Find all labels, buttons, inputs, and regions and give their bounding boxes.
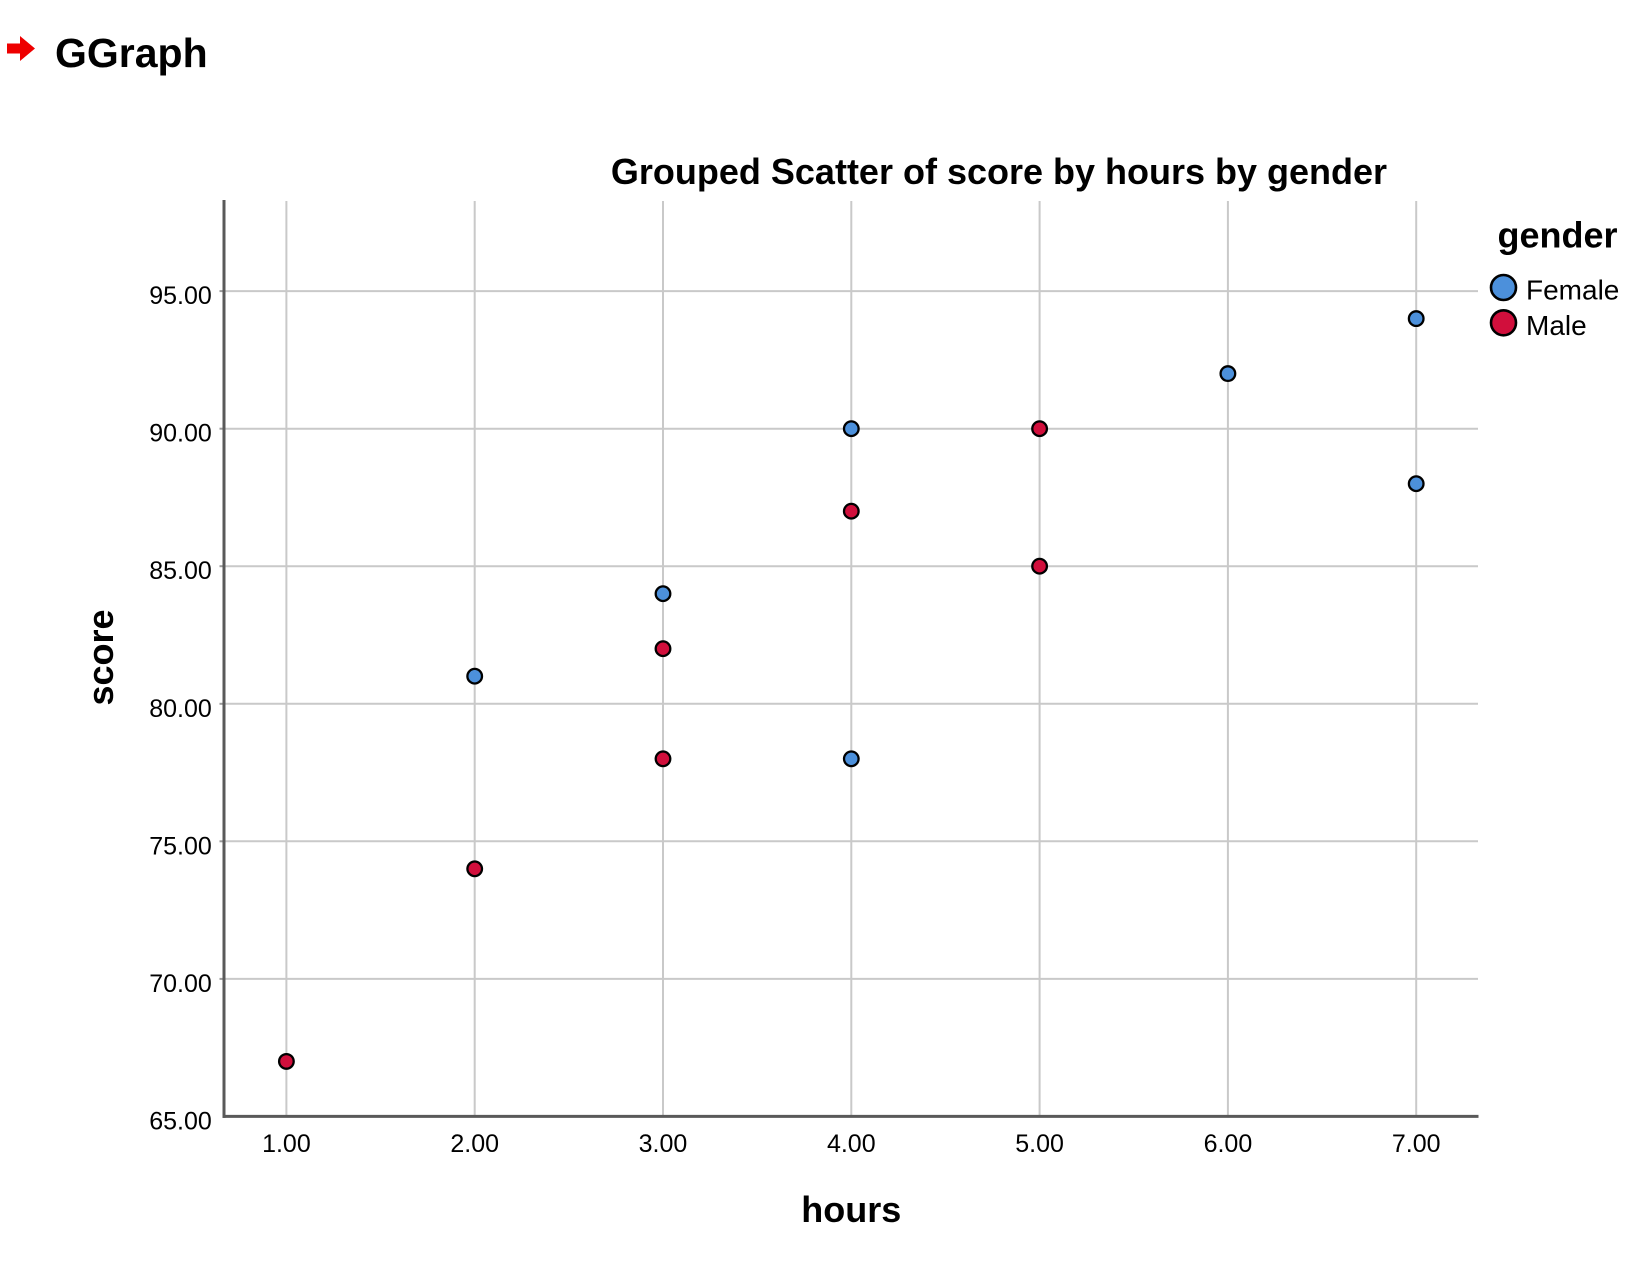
svg-text:80.00: 80.00 xyxy=(149,695,212,723)
svg-text:Female: Female xyxy=(1526,275,1619,306)
svg-text:95.00: 95.00 xyxy=(149,282,212,310)
svg-text:70.00: 70.00 xyxy=(149,970,212,998)
svg-text:65.00: 65.00 xyxy=(149,1107,212,1135)
svg-text:6.00: 6.00 xyxy=(1204,1130,1253,1158)
svg-text:GGraph: GGraph xyxy=(55,30,208,76)
svg-text:3.00: 3.00 xyxy=(639,1130,688,1158)
svg-text:2.00: 2.00 xyxy=(450,1130,499,1158)
svg-text:75.00: 75.00 xyxy=(149,832,212,860)
svg-text:5.00: 5.00 xyxy=(1015,1130,1064,1158)
svg-text:hours: hours xyxy=(801,1189,901,1230)
svg-text:90.00: 90.00 xyxy=(149,420,212,448)
svg-text:85.00: 85.00 xyxy=(149,557,212,585)
svg-text:Male: Male xyxy=(1526,310,1587,341)
svg-text:4.00: 4.00 xyxy=(827,1130,876,1158)
svg-text:Grouped Scatter of score by ho: Grouped Scatter of score by hours by gen… xyxy=(611,151,1387,192)
svg-text:1.00: 1.00 xyxy=(262,1130,311,1158)
svg-text:7.00: 7.00 xyxy=(1392,1130,1441,1158)
svg-text:gender: gender xyxy=(1497,215,1617,256)
svg-text:score: score xyxy=(80,609,121,705)
